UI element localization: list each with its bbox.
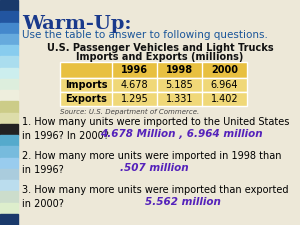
Bar (0, 11, 18, 22)
Bar (60, 92, 247, 106)
Text: 4.678: 4.678 (121, 80, 148, 90)
Text: 1.295: 1.295 (121, 94, 148, 104)
Text: 1.331: 1.331 (166, 94, 193, 104)
Text: Use the table to answer to following questions.: Use the table to answer to following que… (22, 30, 268, 40)
Text: U.S. Passenger Vehicles and Light Trucks: U.S. Passenger Vehicles and Light Trucks (47, 43, 273, 53)
Bar (0, 135, 18, 146)
Text: 1. How many units were imported to the United States
in 1996? In 2000?: 1. How many units were imported to the U… (22, 117, 290, 141)
Bar (0, 79, 18, 90)
Bar (0, 34, 18, 45)
Bar (0, 180, 18, 191)
Text: 1.402: 1.402 (211, 94, 238, 104)
Text: 5.562 million: 5.562 million (145, 197, 221, 207)
Bar (0, 101, 18, 112)
Text: 2000: 2000 (211, 65, 238, 75)
Bar (60, 78, 247, 92)
Bar (0, 68, 18, 79)
Bar (0, 169, 18, 180)
Bar (0, 90, 18, 101)
Bar (0, 45, 18, 56)
Bar (0, 22, 18, 34)
Text: .507 million: .507 million (120, 163, 189, 173)
Text: 5.185: 5.185 (166, 80, 194, 90)
Text: 2. How many more units were imported in 1998 than
in 1996?: 2. How many more units were imported in … (22, 151, 281, 175)
Bar (0, 158, 18, 169)
Text: Warm-Up:: Warm-Up: (22, 15, 131, 33)
Text: Source: U.S. Department of Commerce.: Source: U.S. Department of Commerce. (60, 109, 199, 115)
Text: Imports and Exports (millions): Imports and Exports (millions) (76, 52, 244, 62)
Bar (0, 202, 18, 214)
Bar (60, 62, 247, 78)
Text: 4.678 Million , 6.964 million: 4.678 Million , 6.964 million (100, 129, 262, 139)
Bar (0, 56, 18, 68)
Bar (0, 124, 18, 135)
Text: Imports: Imports (65, 80, 107, 90)
Bar (0, 191, 18, 202)
Bar (0, 214, 18, 225)
Text: 1996: 1996 (121, 65, 148, 75)
Text: 1998: 1998 (166, 65, 193, 75)
Bar (0, 146, 18, 158)
Text: 6.964: 6.964 (211, 80, 238, 90)
Text: 3. How many more units were imported than exported
in 2000?: 3. How many more units were imported tha… (22, 185, 289, 209)
Bar (0, 112, 18, 124)
Bar (0, 0, 18, 11)
Text: Exports: Exports (65, 94, 107, 104)
